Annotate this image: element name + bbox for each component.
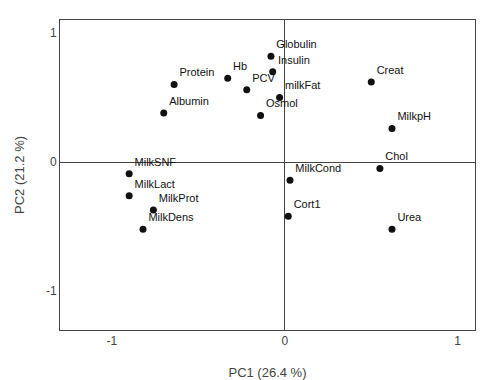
- svg-text:1: 1: [50, 26, 57, 40]
- svg-text:0: 0: [281, 334, 288, 348]
- svg-text:Insulin: Insulin: [278, 54, 310, 66]
- svg-text:PC2 (21.2 %): PC2 (21.2 %): [12, 136, 27, 214]
- svg-text:PCV: PCV: [252, 72, 275, 84]
- svg-text:Albumin: Albumin: [169, 95, 209, 107]
- svg-text:MilkCond: MilkCond: [295, 162, 341, 174]
- svg-text:Osmol: Osmol: [266, 97, 298, 109]
- svg-text:Hb: Hb: [233, 60, 247, 72]
- svg-text:Chol: Chol: [385, 150, 408, 162]
- svg-text:Urea: Urea: [397, 211, 422, 223]
- svg-text:MilkpH: MilkpH: [397, 110, 431, 122]
- svg-text:MilkDens: MilkDens: [148, 211, 194, 223]
- svg-text:PC1 (26.4 %): PC1 (26.4 %): [228, 365, 306, 380]
- svg-text:MilkProt: MilkProt: [159, 192, 199, 204]
- svg-text:Creat: Creat: [377, 64, 404, 76]
- svg-text:Globulin: Globulin: [276, 38, 316, 50]
- svg-text:milkFat: milkFat: [285, 79, 320, 91]
- svg-text:-1: -1: [107, 334, 118, 348]
- svg-text:0: 0: [50, 155, 57, 169]
- svg-text:MilkSNF: MilkSNF: [135, 156, 177, 168]
- svg-text:-1: -1: [46, 284, 57, 298]
- svg-text:1: 1: [454, 334, 461, 348]
- svg-text:Protein: Protein: [179, 66, 214, 78]
- svg-text:MilkLact: MilkLact: [135, 178, 175, 190]
- svg-text:Cort1: Cort1: [294, 198, 321, 210]
